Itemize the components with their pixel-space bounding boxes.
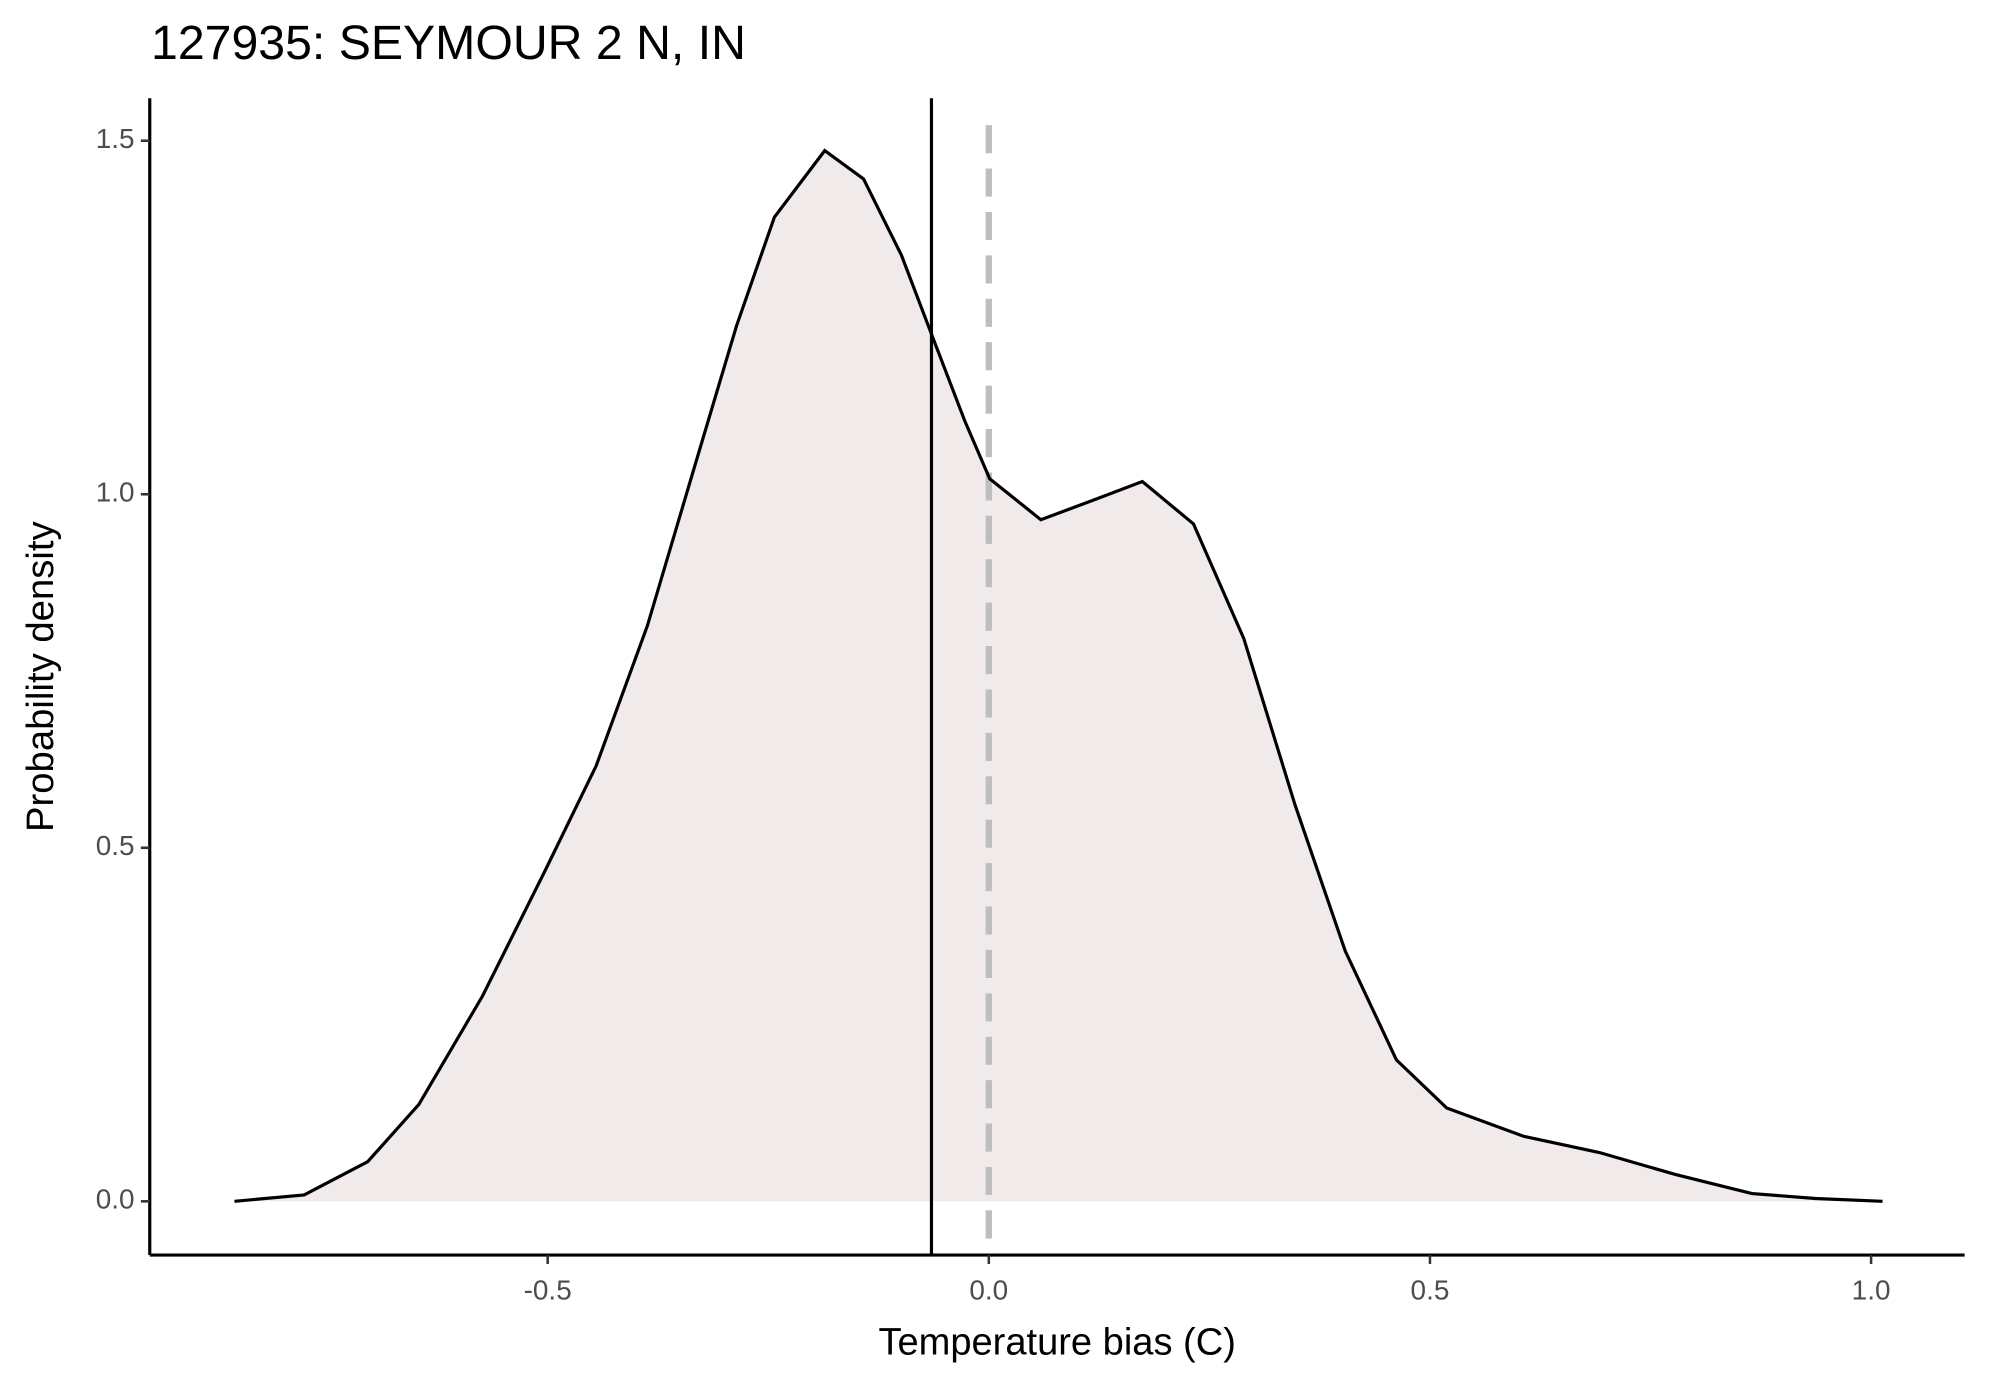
- x-tick-label: 0.5: [1411, 1274, 1450, 1305]
- x-tick-label: 0.0: [969, 1274, 1008, 1305]
- y-tick-label: 0.5: [96, 830, 135, 861]
- density-area: [234, 150, 1883, 1202]
- x-tick-label: 1.0: [1852, 1274, 1891, 1305]
- chart-title: 127935: SEYMOUR 2 N, IN: [151, 16, 746, 70]
- y-tick-label: 0.0: [96, 1184, 135, 1215]
- density-line: [234, 148, 1883, 1203]
- y-tick-label: 1.5: [96, 123, 135, 154]
- x-tick-label: -0.5: [524, 1274, 572, 1305]
- x-axis-title: Temperature bias (C): [878, 1320, 1235, 1363]
- y-tick-label: 1.0: [96, 477, 135, 508]
- y-axis-title: Probability density: [19, 520, 62, 832]
